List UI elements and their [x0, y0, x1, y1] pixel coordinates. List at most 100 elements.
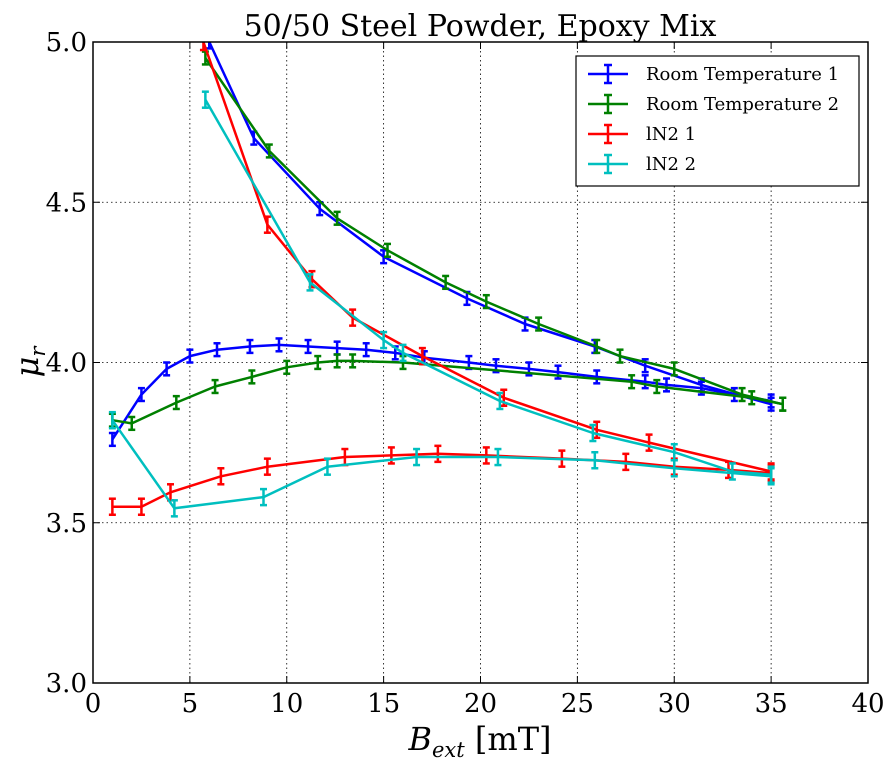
data-point-errorbar	[767, 465, 775, 484]
legend-item: lN2 2	[588, 153, 696, 175]
data-point-errorbar	[199, 42, 207, 52]
x-axis-label-symbol: B	[407, 720, 432, 758]
legend-item: lN2 1	[588, 123, 696, 145]
data-point-errorbar	[304, 338, 312, 355]
data-point-errorbar	[622, 452, 630, 472]
data-point-errorbar	[263, 457, 271, 476]
data-point-errorbar	[645, 433, 653, 452]
data-point-errorbar	[201, 90, 209, 109]
series-4	[108, 90, 775, 518]
y-axis-label: μr	[8, 345, 50, 378]
data-point-errorbar	[333, 210, 341, 226]
x-tick-label: 0	[85, 689, 102, 719]
x-tick-label: 25	[561, 689, 594, 719]
legend-label: Room Temperature 1	[646, 64, 839, 85]
tick-labels: 0 5 10 15 20 25 30 35 40 3.0 3.5 4.0 4.5 5.0	[46, 28, 885, 719]
data-point-errorbar	[349, 353, 357, 369]
data-point-errorbar	[108, 497, 116, 516]
x-tick-label: 15	[367, 689, 400, 719]
series-layer	[108, 42, 787, 518]
x-tick-label: 40	[851, 689, 884, 719]
data-point-errorbar	[482, 293, 490, 310]
data-point-errorbar	[380, 330, 388, 350]
legend-item: Room Temperature 2	[588, 93, 839, 115]
data-point-errorbar	[767, 396, 775, 412]
data-point-errorbar	[349, 308, 357, 327]
data-point-errorbar	[413, 447, 421, 467]
data-point-errorbar	[265, 143, 273, 159]
data-point-errorbar	[663, 377, 670, 393]
data-point-errorbar	[260, 487, 267, 507]
data-point-errorbar	[591, 450, 599, 470]
data-point-errorbar	[738, 386, 746, 403]
data-point-errorbar	[779, 396, 787, 412]
x-tick-label: 20	[464, 689, 497, 719]
x-axis-label-unit: [mT]	[465, 720, 552, 758]
data-point-errorbar	[333, 353, 341, 369]
data-point-errorbar	[728, 462, 736, 481]
data-point-errorbar	[628, 374, 636, 390]
y-tick-label: 4.5	[46, 188, 87, 218]
data-point-errorbar	[496, 391, 504, 411]
data-point-errorbar	[306, 273, 314, 292]
chart-title: 50/50 Steel Powder, Epoxy Mix	[244, 9, 717, 44]
data-point-errorbar	[128, 415, 136, 432]
data-point-errorbar	[616, 348, 624, 364]
series-line	[204, 57, 784, 406]
y-axis-label-symbol: μ	[8, 357, 46, 378]
legend-item: Room Temperature 1	[588, 63, 839, 85]
data-point-errorbar	[670, 442, 678, 462]
data-point-errorbar	[186, 348, 194, 364]
legend-label: Room Temperature 2	[646, 94, 839, 115]
data-point-errorbar	[108, 431, 116, 448]
data-point-errorbar	[670, 361, 678, 377]
data-point-errorbar	[263, 215, 271, 234]
ticks	[92, 41, 869, 684]
data-point-errorbar	[213, 342, 221, 358]
data-point-errorbar	[275, 337, 283, 353]
x-tick-label: 30	[658, 689, 691, 719]
data-point-errorbar	[323, 457, 331, 476]
y-tick-label: 4.0	[46, 349, 87, 379]
series-2	[108, 50, 787, 432]
y-tick-label: 3.0	[46, 669, 87, 699]
y-tick-label: 5.0	[46, 28, 87, 58]
x-tick-label: 35	[755, 689, 788, 719]
legend: Room Temperature 1 Room Temperature 2 lN2 …	[575, 55, 860, 187]
data-point-errorbar	[137, 497, 145, 516]
series-line	[112, 359, 784, 425]
data-point-errorbar	[494, 447, 502, 467]
data-point-errorbar	[535, 316, 543, 332]
series-line	[111, 343, 772, 441]
x-axis-label: Bext [mT]	[407, 720, 551, 762]
data-point-errorbar	[482, 446, 490, 465]
data-point-errorbar	[170, 499, 178, 518]
data-point-errorbar	[442, 274, 450, 291]
series-line	[111, 419, 772, 510]
data-point-errorbar	[108, 410, 116, 430]
data-point-errorbar	[211, 378, 219, 395]
data-point-errorbar	[246, 338, 254, 355]
legend-label: lN2 2	[646, 154, 696, 175]
data-point-errorbar	[384, 242, 391, 258]
y-tick-label: 3.5	[46, 509, 87, 539]
data-point-errorbar	[653, 378, 661, 395]
data-point-errorbar	[283, 359, 291, 375]
data-point-errorbar	[163, 361, 171, 377]
data-point-errorbar	[641, 374, 649, 390]
x-tick-label: 5	[182, 689, 199, 719]
data-point-errorbar	[362, 342, 370, 358]
x-axis-label-subscript: ext	[432, 738, 465, 762]
data-point-errorbar	[217, 467, 225, 486]
legend-label: lN2 1	[646, 124, 696, 145]
data-point-errorbar	[593, 369, 601, 385]
data-point-errorbar	[399, 343, 407, 363]
x-tick-label: 10	[270, 689, 303, 719]
data-point-errorbar	[137, 386, 145, 403]
data-point-errorbar	[434, 444, 442, 464]
data-point-errorbar	[248, 369, 256, 385]
data-point-errorbar	[172, 394, 180, 411]
series-line	[112, 452, 772, 508]
y-axis-label-subscript: r	[26, 345, 50, 357]
